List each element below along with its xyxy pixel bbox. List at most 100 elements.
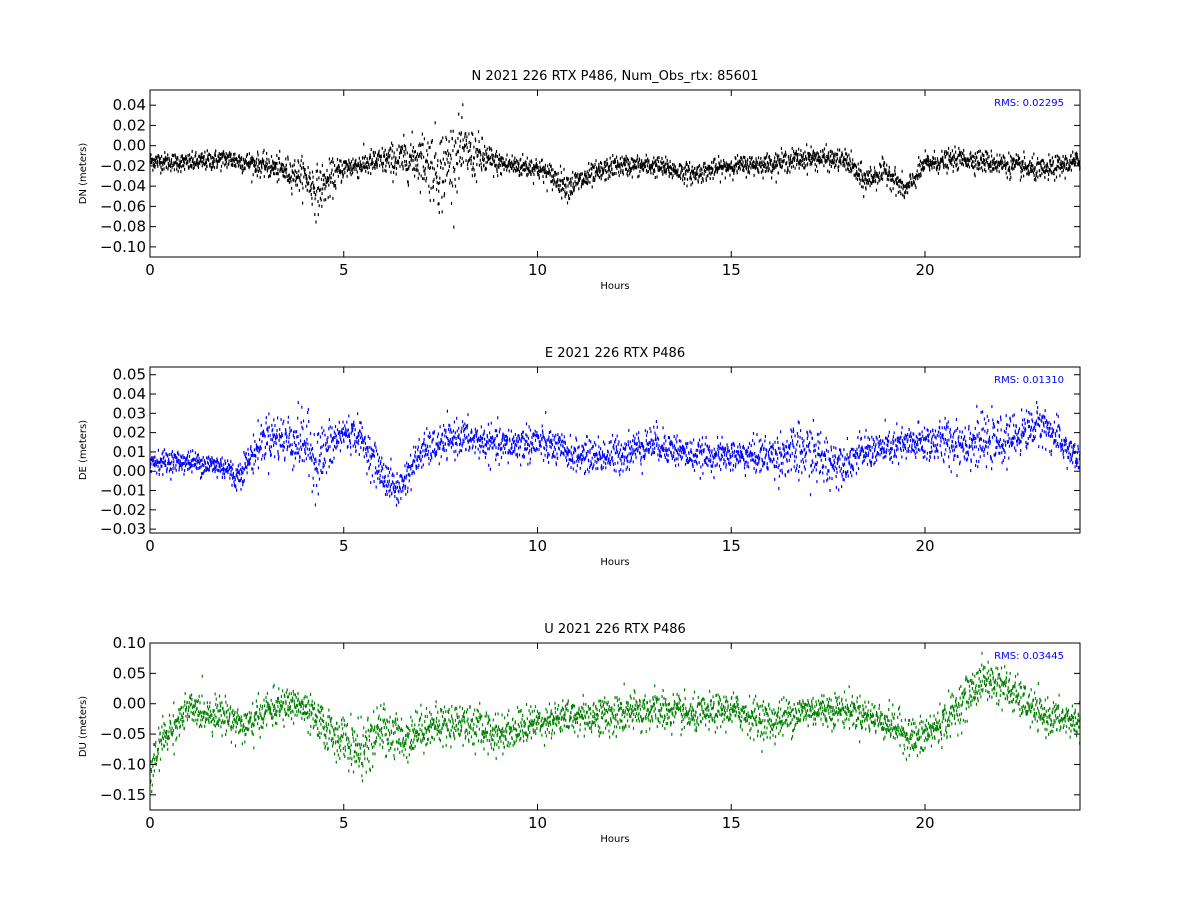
north-data-point [966,162,968,166]
north-data-point [403,150,405,154]
east-data-point [348,414,350,418]
east-data-point [215,468,217,472]
north-data-point [919,175,921,179]
north-data-point [916,169,918,173]
east-data-point [603,455,605,459]
north-data-point [275,166,277,170]
east-data-point [425,449,428,452]
east-data-point [167,462,169,466]
north-data-point [796,163,798,167]
north-data-point [366,161,368,165]
north-data-point [433,198,435,202]
east-data-point [466,435,468,439]
east-data-point [639,441,641,445]
north-data-point [414,174,416,178]
east-data-point [488,447,490,451]
north-data-point [897,176,899,180]
east-data-point [586,435,588,439]
north-data-point [457,150,459,154]
north-data-point [634,159,636,163]
north-data-point [318,186,320,190]
east-data-point [443,449,445,453]
north-data-point [203,157,205,161]
north-data-point [628,166,630,169]
east-data-point [324,433,326,437]
north-data-point [574,180,576,184]
east-data-point [590,460,592,464]
north-data-point [549,173,551,177]
east-data-point [158,472,160,476]
north-data-point [991,159,993,163]
north-data-point [704,169,706,173]
east-data-point [449,437,451,441]
north-data-point [1064,154,1067,158]
east-data-point [471,446,473,450]
north-data-point [576,175,578,179]
north-data-point [761,163,763,167]
east-data-point [321,426,323,430]
north-data-point [752,166,754,169]
north-data-point [163,160,165,164]
east-data-point [502,444,505,448]
north-data-point [254,167,257,171]
north-data-point [499,163,501,167]
north-data-point [188,157,190,161]
north-data-point [515,169,517,173]
east-data-point [584,442,586,446]
north-data-point [566,176,568,180]
north-data-point [941,160,943,163]
east-data-point [597,467,599,470]
north-data-point [1000,156,1003,160]
north-data-point [573,185,575,189]
north-data-point [391,164,394,168]
east-data-point [246,466,248,470]
north-data-point [333,182,335,185]
north-data-point [316,162,318,166]
east-data-point [553,445,555,449]
east-data-point [464,426,466,430]
east-data-point [239,462,241,466]
east-data-point [442,444,444,448]
east-data-point [360,421,362,425]
north-data-point [968,159,970,162]
north-data-point [561,196,563,200]
east-data-point [323,429,325,433]
north-data-point [176,164,178,168]
north-data-point [250,157,252,160]
north-data-point [612,154,614,157]
north-data-point [661,161,664,165]
east-data-point [637,446,639,450]
east-data-point [325,443,327,447]
east-data-point [309,431,312,435]
east-data-point [616,448,618,452]
north-data-point [645,168,648,172]
east-data-point [593,441,596,445]
east-data-point [602,440,605,444]
north-data-point [249,160,251,164]
east-data-point [626,456,628,460]
north-data-point [686,177,689,181]
north-data-point [292,164,294,168]
north-data-point [369,155,371,159]
north-data-point [768,167,770,171]
north-data-point [734,164,736,168]
east-data-point [304,450,306,454]
north-data-point [607,162,609,166]
north-data-point [558,183,560,187]
north-data-point [431,140,433,144]
east-data-point [293,441,296,445]
east-data-point [160,464,162,468]
north-data-point [762,176,764,180]
east-data-point [608,441,610,445]
north-data-point [945,163,947,167]
east-data-point [252,471,254,475]
north-data-point [1068,164,1070,168]
east-data-point [327,436,329,440]
east-data-point [217,468,219,472]
east-data-point [572,461,574,465]
east-data-point [461,426,463,430]
east-data-point [603,453,605,457]
east-data-point [589,448,591,452]
east-data-point [386,489,388,493]
north-data-point [954,145,956,149]
